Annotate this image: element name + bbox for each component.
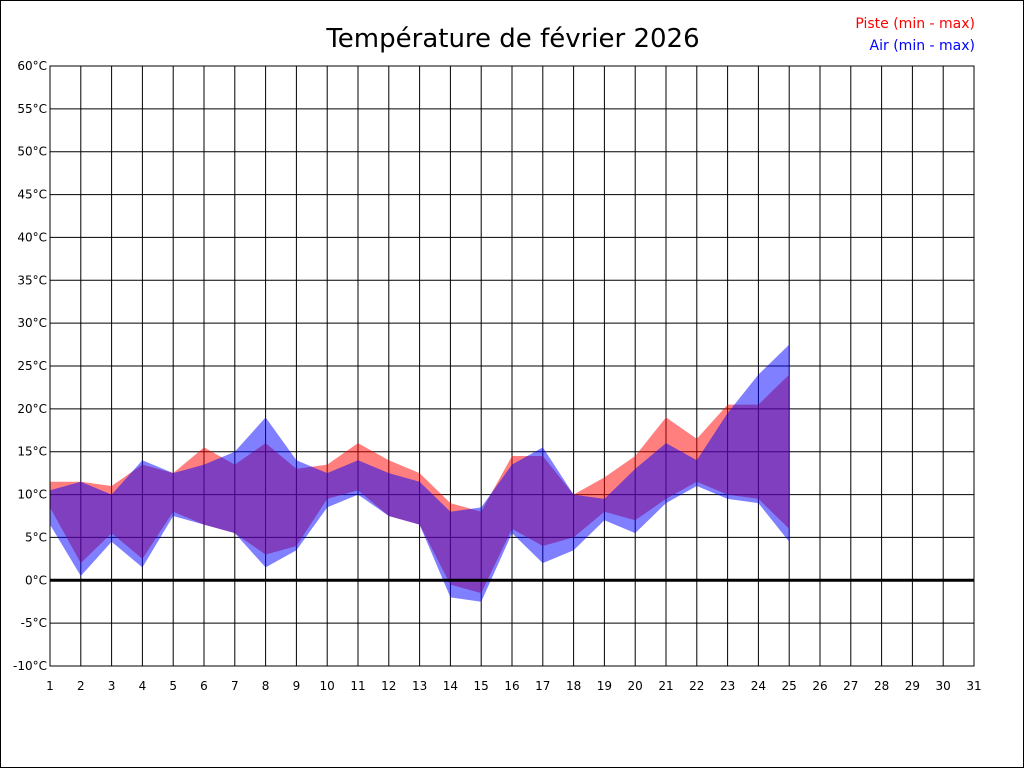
y-tick-label: 20°C — [17, 402, 47, 416]
legend-entry-air: Air (min - max) — [870, 38, 975, 54]
x-tick-label: 30 — [936, 679, 951, 693]
legend-entry-piste: Piste (min - max) — [855, 16, 975, 32]
x-tick-label: 2 — [77, 679, 85, 693]
plot-border — [49, 65, 975, 667]
y-tick-label: -5°C — [21, 616, 47, 630]
x-tick-label: 11 — [350, 679, 365, 693]
x-tick-label: 19 — [597, 679, 612, 693]
x-tick-label: 17 — [535, 679, 550, 693]
x-tick-label: 3 — [108, 679, 116, 693]
x-tick-label: 8 — [262, 679, 270, 693]
x-tick-label: 24 — [751, 679, 766, 693]
y-tick-label: 50°C — [17, 145, 47, 159]
y-tick-label: 5°C — [25, 530, 47, 544]
x-tick-label: 31 — [966, 679, 981, 693]
x-tick-label: 10 — [320, 679, 335, 693]
axis-ticks: -10°C -5°C 0°C 5°C 10°C 15°C 20°C 25°C 30°C 35°C 4… — [13, 59, 982, 693]
x-tick-label: 16 — [504, 679, 519, 693]
x-tick-label: 5 — [169, 679, 177, 693]
x-tick-label: 22 — [689, 679, 704, 693]
x-tick-label: 18 — [566, 679, 581, 693]
x-tick-label: 21 — [658, 679, 673, 693]
data-areas — [50, 344, 790, 602]
chart-title: Température de février 2026 — [325, 24, 699, 54]
y-tick-label: 40°C — [17, 230, 47, 244]
series-area-air — [50, 344, 790, 602]
x-tick-label: 28 — [874, 679, 889, 693]
x-tick-label: 25 — [782, 679, 797, 693]
y-tick-label: 60°C — [17, 59, 47, 73]
x-tick-label: 15 — [474, 679, 489, 693]
x-tick-label: 26 — [812, 679, 827, 693]
x-tick-label: 6 — [200, 679, 208, 693]
y-tick-label: 15°C — [17, 445, 47, 459]
y-tick-label: 10°C — [17, 488, 47, 502]
x-tick-label: 7 — [231, 679, 239, 693]
x-tick-label: 23 — [720, 679, 735, 693]
x-tick-label: 14 — [443, 679, 458, 693]
y-tick-label: -10°C — [13, 659, 47, 673]
x-tick-label: 20 — [628, 679, 643, 693]
y-tick-label: 45°C — [17, 188, 47, 202]
x-tick-label: 1 — [46, 679, 54, 693]
x-tick-label: 12 — [381, 679, 396, 693]
y-tick-label: 25°C — [17, 359, 47, 373]
y-tick-label: 30°C — [17, 316, 47, 330]
y-tick-label: 55°C — [17, 102, 47, 116]
x-tick-label: 27 — [843, 679, 858, 693]
y-tick-label: 0°C — [25, 573, 47, 587]
x-tick-label: 29 — [905, 679, 920, 693]
x-tick-label: 9 — [293, 679, 301, 693]
plot-frame — [49, 65, 975, 667]
x-tick-label: 4 — [139, 679, 147, 693]
x-tick-label: 13 — [412, 679, 427, 693]
y-tick-label: 35°C — [17, 273, 47, 287]
grid-lines — [49, 65, 975, 667]
